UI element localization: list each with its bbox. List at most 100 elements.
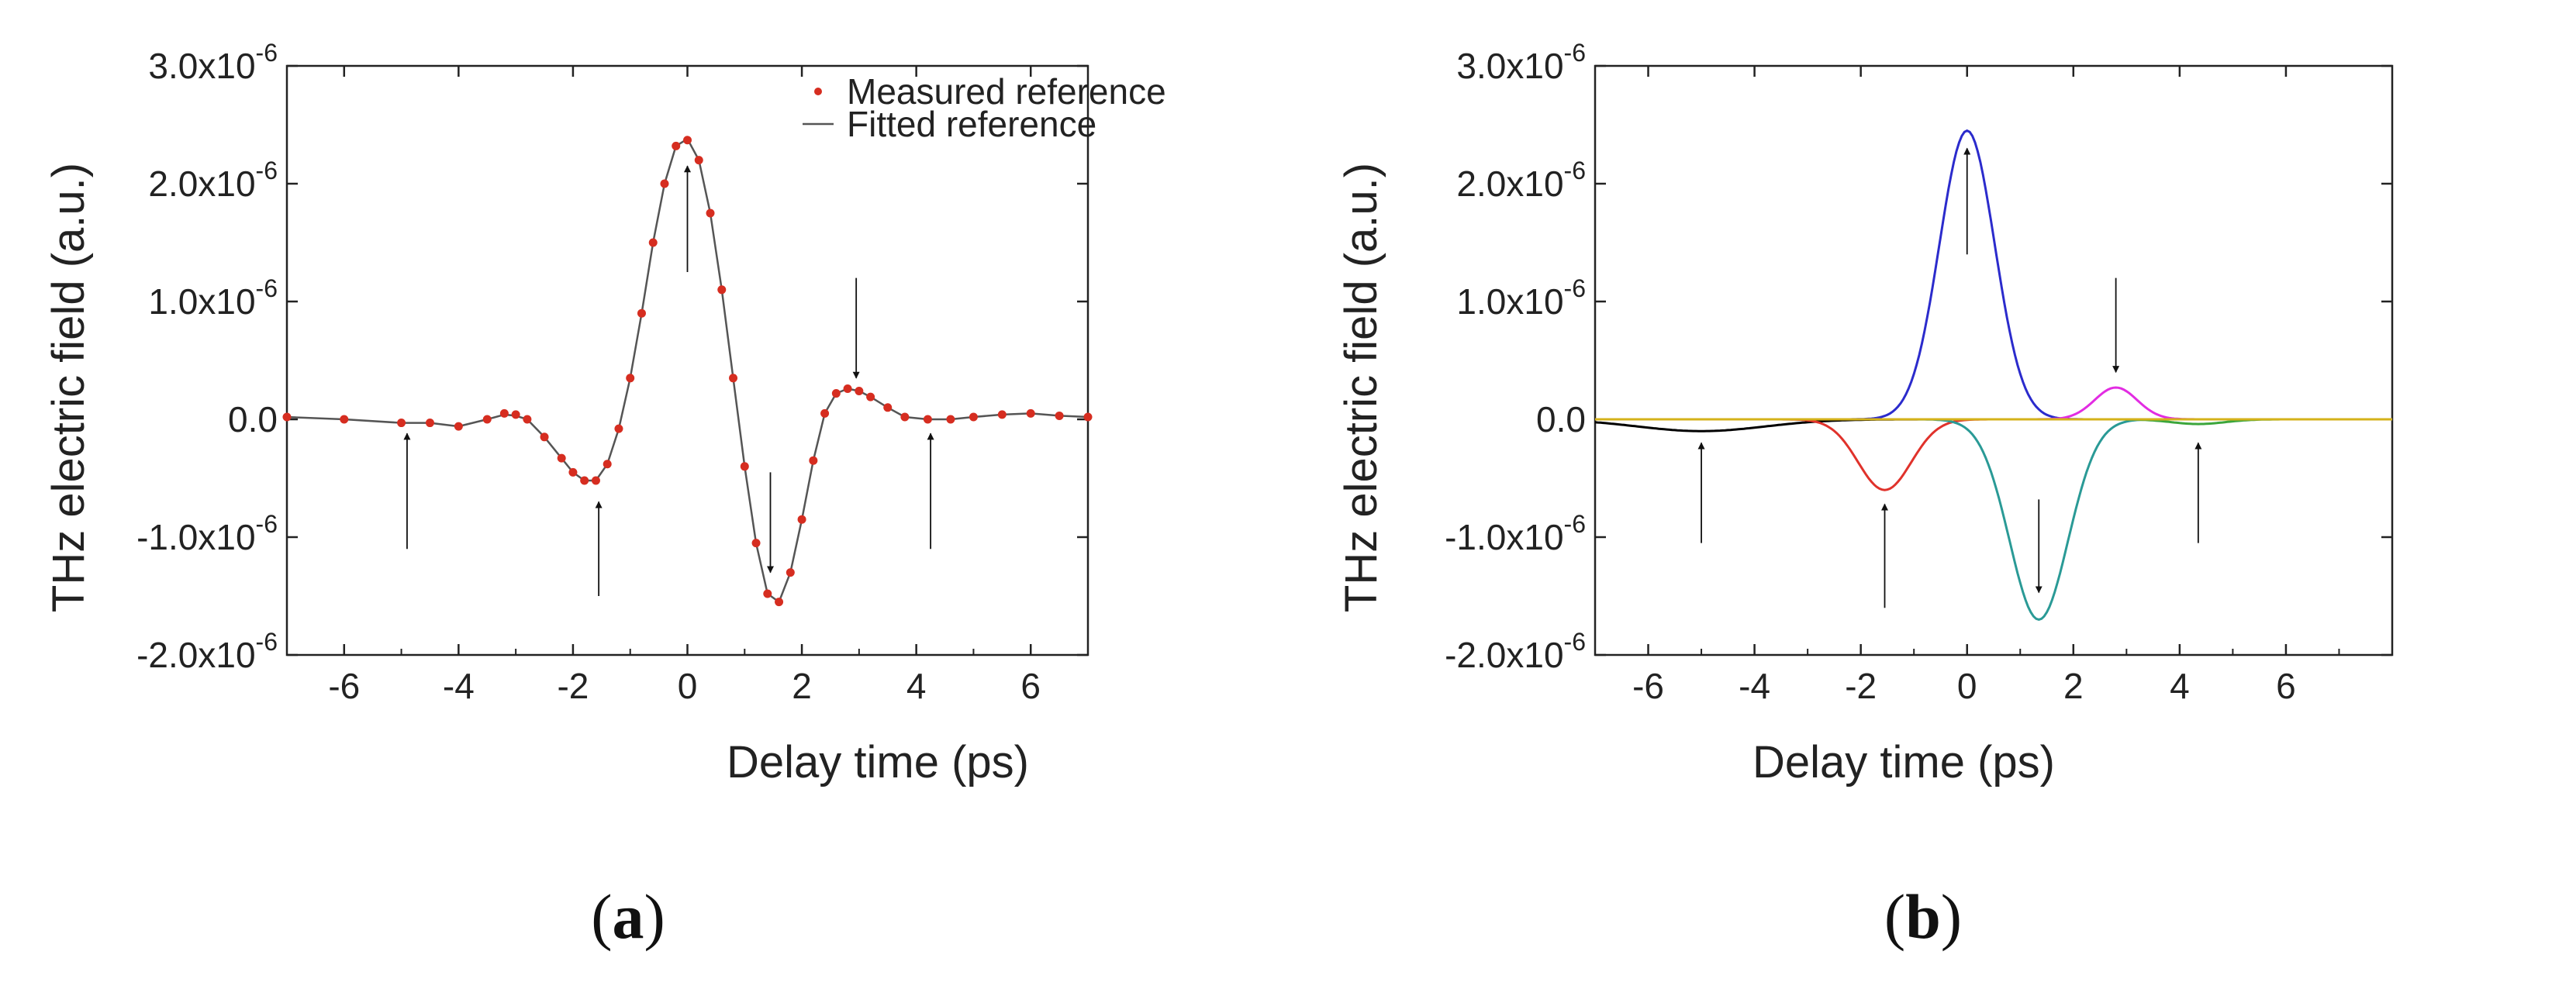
panel-b-series: [1594, 129, 2392, 621]
panel-b-x-ticks: -6 -4 -2 0 2 4 6: [1594, 66, 2393, 706]
data-point-measured-reference: [523, 415, 532, 424]
y-tick-exponent: -6: [256, 274, 278, 302]
panel-b-label: (b): [1884, 881, 1962, 952]
x-tick-label: -2: [557, 666, 589, 706]
y-tick-label: -2.0x10-6: [1445, 628, 1586, 675]
data-point-measured-reference: [340, 415, 349, 424]
y-tick-mantissa: 3.0x10: [148, 46, 255, 86]
panel-b-y-ticks: -2.0x10-6-1.0x10-60.01.0x10-62.0x10-63.0…: [1445, 39, 2392, 675]
panel-b: -2.0x10-6-1.0x10-60.01.0x10-62.0x10-63.0…: [1336, 39, 2394, 952]
data-point-measured-reference: [809, 456, 818, 465]
series-line-component-3: [1595, 129, 2392, 421]
data-point-measured-reference: [717, 285, 727, 295]
data-point-measured-reference: [614, 424, 623, 433]
y-tick-mantissa: -2.0x10: [1445, 635, 1563, 675]
data-point-measured-reference: [883, 403, 893, 412]
data-point-measured-reference: [672, 141, 681, 150]
y-tick-label: 2.0x10-6: [148, 157, 278, 204]
y-tick-label: 2.0x10-6: [1456, 157, 1586, 204]
panel-a-x-axis-title: Delay time (ps): [727, 737, 1029, 787]
y-tick-exponent: -6: [1564, 157, 1586, 184]
panel-a-arrows: [403, 165, 934, 596]
data-point-measured-reference: [626, 374, 635, 383]
y-tick-mantissa: 1.0x10: [148, 281, 255, 322]
data-point-measured-reference: [499, 408, 509, 418]
y-tick-mantissa: 2.0x10: [1456, 164, 1563, 204]
y-tick-exponent: -6: [256, 628, 278, 656]
y-tick-mantissa: -2.0x10: [136, 635, 255, 675]
data-point-measured-reference: [786, 568, 795, 577]
x-tick-label: -6: [328, 666, 360, 706]
y-tick-exponent: -6: [1564, 274, 1586, 302]
data-point-measured-reference: [580, 476, 589, 485]
x-tick-label: -6: [1632, 666, 1664, 706]
y-tick-label: 0.0: [228, 399, 278, 439]
panel-a: -2.0x10-6-1.0x10-60.01.0x10-62.0x10-63.0…: [43, 39, 1166, 952]
data-point-measured-reference: [603, 460, 612, 469]
data-point-measured-reference: [511, 410, 520, 419]
legend-marker-measured: [814, 88, 822, 95]
data-point-measured-reference: [751, 539, 761, 548]
legend-label-fitted: Fitted reference: [847, 104, 1096, 144]
plot-frame: [285, 64, 1089, 656]
y-tick-mantissa: 2.0x10: [148, 164, 255, 204]
data-point-measured-reference: [729, 374, 738, 383]
data-point-measured-reference: [740, 462, 749, 471]
x-tick-label: 0: [678, 666, 698, 706]
y-tick-exponent: -6: [1564, 39, 1586, 67]
y-tick-exponent: -6: [256, 157, 278, 184]
legend-label-measured: Measured reference: [847, 71, 1166, 112]
data-point-measured-reference: [969, 412, 978, 422]
data-point-measured-reference: [997, 410, 1007, 419]
series-line-component-4: [1595, 418, 2392, 621]
y-tick-label: 1.0x10-6: [1456, 274, 1586, 322]
y-tick-exponent: -6: [256, 39, 278, 67]
y-tick-label: 1.0x10-6: [148, 274, 278, 322]
data-point-measured-reference: [820, 408, 830, 418]
y-tick-mantissa: -1.0x10: [136, 517, 255, 557]
series-line-component-1: [1594, 418, 2392, 432]
panel-a-plot-area: [285, 64, 1089, 656]
data-point-measured-reference: [482, 415, 492, 424]
x-tick-label: 6: [2276, 666, 2296, 706]
data-point-measured-reference: [397, 419, 406, 428]
data-point-measured-reference: [282, 412, 292, 422]
data-point-measured-reference: [1026, 408, 1035, 418]
y-tick-label: -2.0x10-6: [136, 628, 278, 675]
y-tick-mantissa: 3.0x10: [1456, 46, 1563, 86]
y-tick-exponent: -6: [1564, 628, 1586, 656]
y-tick-label: 3.0x10-6: [1456, 39, 1586, 86]
data-point-measured-reference: [660, 179, 669, 188]
x-tick-label: 6: [1020, 666, 1041, 706]
data-point-measured-reference: [591, 476, 600, 485]
series-line-component-5: [1595, 386, 2392, 421]
data-point-measured-reference: [866, 392, 875, 401]
panel-a-legend: Measured reference Fitted reference: [803, 71, 1166, 144]
x-tick-label: 4: [906, 666, 927, 706]
data-point-measured-reference: [923, 415, 932, 424]
y-tick-exponent: -6: [256, 510, 278, 538]
data-point-measured-reference: [1083, 412, 1093, 422]
data-point-measured-reference: [648, 238, 658, 247]
y-tick-label: 3.0x10-6: [148, 39, 278, 86]
x-tick-label: -4: [443, 666, 475, 706]
data-point-measured-reference: [454, 422, 463, 431]
plot-frame: [1594, 64, 2394, 656]
x-tick-label: 0: [1957, 666, 1977, 706]
data-point-measured-reference: [706, 208, 715, 218]
x-tick-label: 2: [792, 666, 812, 706]
panel-b-y-axis-title: THz electric field (a.u.): [1336, 163, 1386, 612]
data-point-measured-reference: [855, 387, 864, 396]
data-point-measured-reference: [540, 432, 549, 442]
data-point-measured-reference: [946, 415, 955, 424]
panel-a-label: (a): [591, 881, 665, 952]
data-point-measured-reference: [763, 589, 772, 598]
panel-a-letter: a: [613, 881, 644, 952]
x-tick-label: -2: [1845, 666, 1877, 706]
x-tick-label: 4: [2170, 666, 2190, 706]
panel-b-plot-area: [1594, 64, 2394, 656]
x-tick-label: 2: [2063, 666, 2084, 706]
data-point-measured-reference: [683, 136, 692, 145]
y-tick-mantissa: 0.0: [1536, 399, 1586, 439]
